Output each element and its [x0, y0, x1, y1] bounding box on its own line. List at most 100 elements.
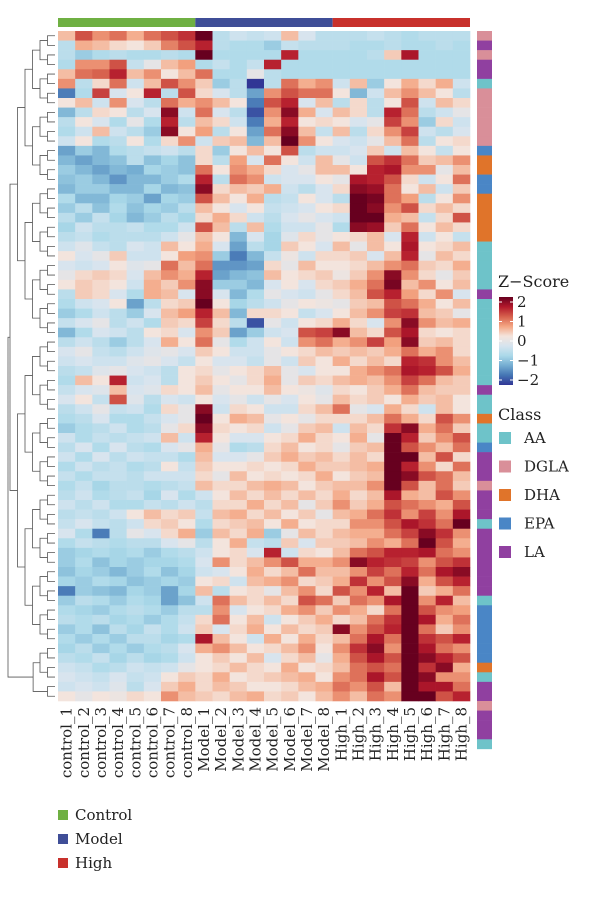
heatmap-cell — [452, 346, 471, 357]
heatmap-cell — [229, 442, 248, 453]
heatmap-cell — [452, 404, 471, 415]
heatmap-cell — [349, 279, 368, 290]
heatmap-cell — [246, 442, 265, 453]
heatmap-cell — [264, 88, 282, 99]
heatmap-cell — [315, 490, 333, 501]
class-cell — [477, 662, 492, 673]
heatmap-cell — [246, 308, 265, 319]
heatmap-cell — [58, 547, 76, 558]
column-label: control_3 — [92, 707, 110, 778]
heatmap-cell — [452, 394, 471, 405]
heatmap-cell — [281, 519, 299, 530]
heatmap-cell — [195, 270, 213, 281]
heatmap-cell — [349, 413, 368, 424]
heatmap-cell — [178, 40, 196, 51]
heatmap-cell — [212, 88, 230, 99]
heatmap-cell — [332, 404, 351, 415]
heatmap-cell — [212, 681, 230, 692]
heatmap-cell — [452, 538, 471, 549]
heatmap-cell — [143, 174, 162, 185]
class-swatch-dha — [499, 489, 511, 501]
heatmap-cell — [435, 126, 454, 137]
heatmap-cell — [178, 366, 196, 376]
heatmap-cell — [212, 605, 230, 616]
heatmap-cell — [229, 413, 248, 424]
heatmap-cell — [349, 232, 368, 242]
heatmap-cell — [58, 385, 76, 396]
heatmap-cell — [401, 212, 419, 223]
heatmap-cell — [246, 394, 265, 405]
class-legend-title: Class — [498, 405, 541, 424]
heatmap-cell — [178, 308, 196, 319]
heatmap-cell — [161, 78, 179, 89]
heatmap-cell — [401, 40, 419, 51]
zscore-tick-label: 0 — [517, 332, 527, 350]
class-cell — [477, 299, 492, 309]
heatmap-cell — [264, 212, 282, 223]
heatmap-cell — [349, 366, 368, 376]
heatmap-cell — [452, 117, 471, 128]
heatmap-cell — [401, 88, 419, 99]
heatmap-cell — [418, 547, 436, 558]
heatmap-cell — [161, 624, 179, 635]
heatmap-cell — [384, 490, 402, 501]
heatmap-cell — [298, 595, 316, 606]
heatmap-cell — [92, 366, 110, 376]
heatmap-cell — [315, 260, 333, 271]
heatmap-cell — [229, 557, 248, 568]
heatmap-cell — [92, 567, 110, 577]
heatmap-cell — [435, 241, 454, 252]
heatmap-cell — [401, 634, 419, 644]
heatmap-cell — [109, 203, 127, 214]
heatmap-cell — [384, 50, 402, 61]
heatmap-cell — [315, 394, 333, 405]
heatmap-cell — [195, 117, 213, 128]
heatmap-cell — [418, 251, 436, 262]
heatmap-cell — [298, 40, 316, 51]
heatmap-cell — [435, 69, 454, 80]
heatmap-cell — [281, 308, 299, 319]
heatmap-cell — [92, 547, 110, 558]
group-swatch-control — [58, 810, 68, 820]
heatmap-cell — [75, 375, 93, 386]
heatmap-cell — [298, 662, 316, 673]
heatmap-cell — [418, 471, 436, 482]
heatmap-cell — [75, 366, 93, 376]
heatmap-cell — [161, 270, 179, 281]
heatmap-cell — [298, 299, 316, 309]
heatmap-cell — [195, 452, 213, 463]
heatmap-cell — [246, 184, 265, 195]
heatmap-cell — [349, 634, 368, 644]
heatmap-cell — [298, 356, 316, 367]
heatmap-cell — [161, 59, 179, 70]
heatmap-cell — [92, 40, 110, 51]
heatmap-cell — [298, 145, 316, 156]
heatmap-cell — [126, 509, 145, 520]
heatmap-cell — [109, 452, 127, 463]
heatmap-cell — [229, 299, 248, 309]
heatmap-cell — [349, 126, 368, 137]
heatmap-cell — [401, 270, 419, 281]
heatmap-cell — [229, 538, 248, 549]
heatmap-cell — [195, 346, 213, 357]
heatmap-cell — [143, 165, 162, 175]
heatmap-cell — [452, 452, 471, 463]
heatmap-cell — [264, 423, 282, 434]
heatmap-cell — [332, 643, 351, 654]
heatmap-cell — [349, 519, 368, 530]
heatmap-cell — [109, 643, 127, 654]
heatmap-cell — [332, 126, 351, 137]
heatmap-cell — [161, 423, 179, 434]
heatmap-cell — [452, 136, 471, 147]
heatmap-cell — [178, 31, 196, 41]
heatmap-cell — [401, 681, 419, 692]
heatmap-cell — [332, 260, 351, 271]
heatmap-cell — [384, 222, 402, 233]
heatmap-cell — [212, 308, 230, 319]
heatmap-cell — [143, 634, 162, 644]
heatmap-cell — [126, 547, 145, 558]
heatmap-cell — [264, 222, 282, 233]
heatmap-cell — [367, 442, 385, 453]
heatmap-cell — [452, 145, 471, 156]
heatmap-cell — [281, 69, 299, 80]
